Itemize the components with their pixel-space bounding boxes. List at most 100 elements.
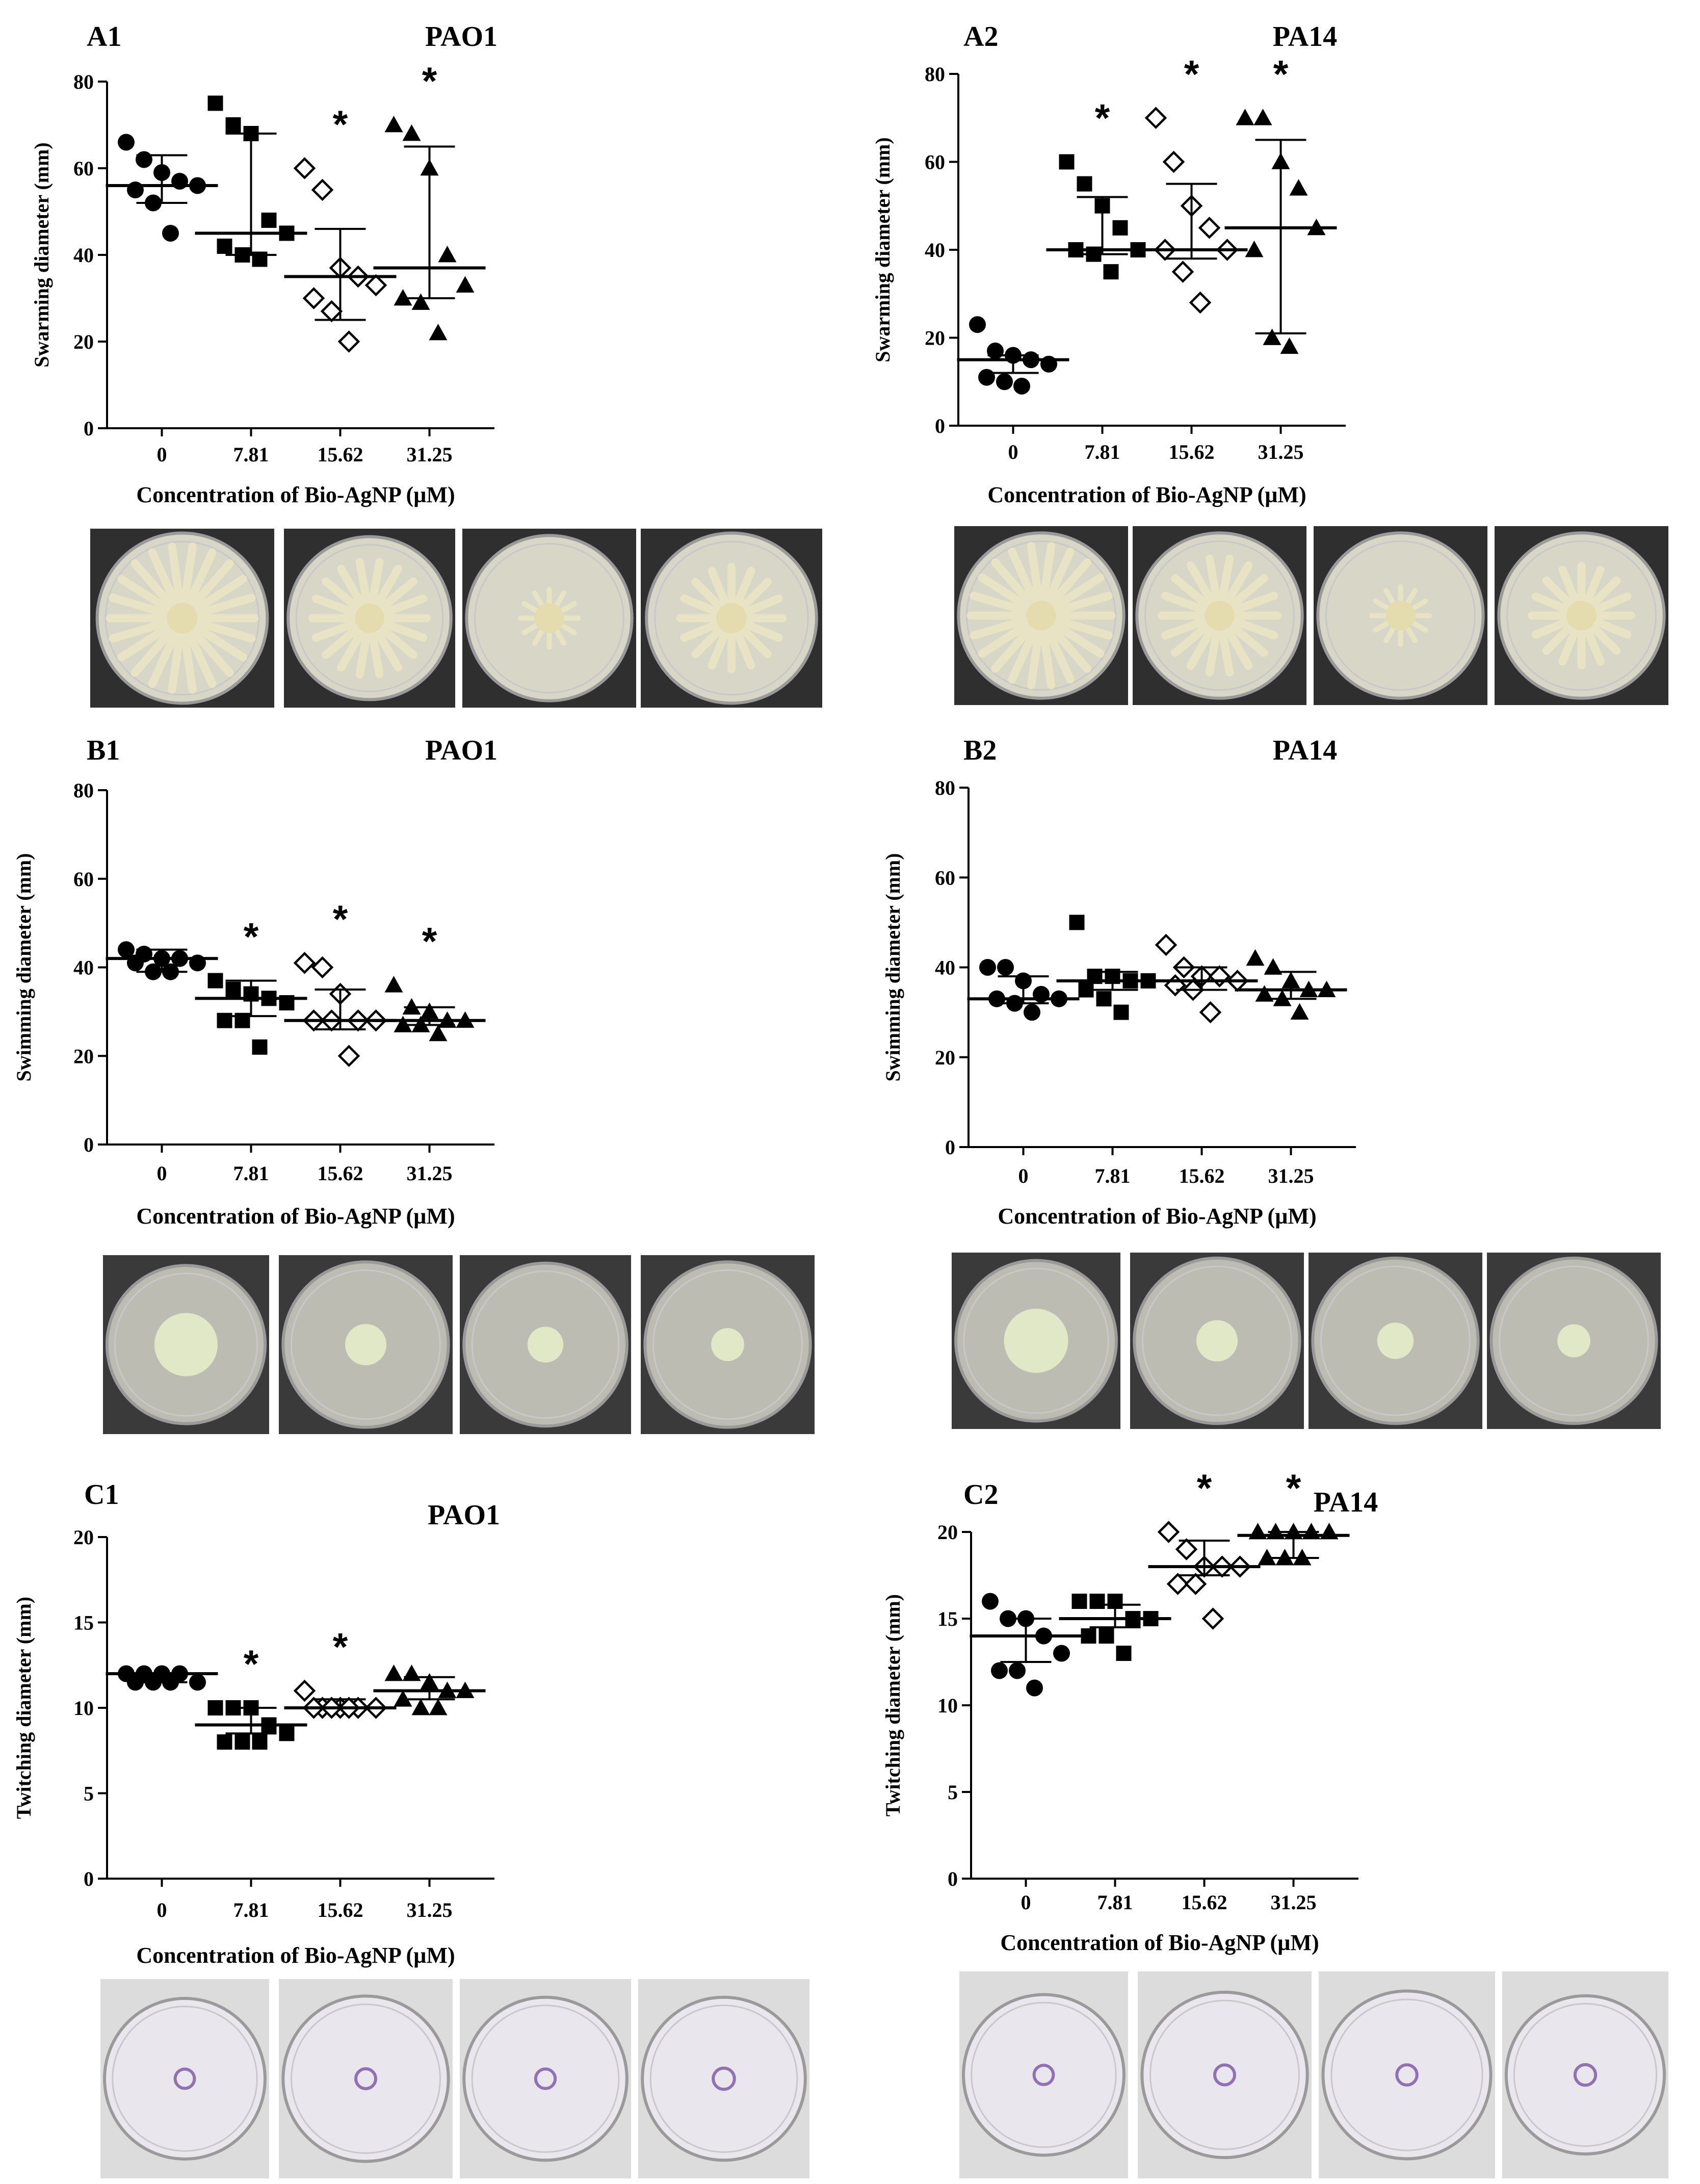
petri-rim: [1149, 1999, 1300, 2150]
data-point: [1116, 1646, 1132, 1661]
data-point: [429, 324, 448, 341]
data-point: [1009, 1662, 1026, 1679]
data-point: [1289, 179, 1308, 196]
photo-plate-15.62: [1306, 1251, 1484, 1431]
chart-title: PA14: [1273, 735, 1338, 766]
photo-plate-0: [952, 524, 1130, 707]
data-point: [311, 956, 334, 979]
data-point: [1069, 915, 1085, 930]
significance-star: *: [244, 1643, 259, 1686]
y-tick-label: 20: [937, 1521, 958, 1544]
x-tick-label: 0: [157, 443, 167, 466]
data-point: [384, 1665, 403, 1681]
photo-plate-7.81: [277, 1977, 455, 2180]
photo-plate-31.25: [1485, 1251, 1663, 1431]
petri-rim: [471, 1270, 620, 1419]
data-point: [1201, 1607, 1224, 1630]
photo-plate-7.81: [277, 1253, 455, 1436]
petri-rim: [649, 2005, 798, 2153]
swarm-center: [1385, 601, 1416, 631]
data-point: [279, 1726, 295, 1741]
x-tick-label: 15.62: [1179, 1164, 1225, 1187]
swarm-center: [534, 603, 564, 633]
data-point: [252, 1039, 268, 1055]
petri-rim: [104, 540, 260, 696]
petri-rim: [471, 2005, 620, 2153]
chart-title: PA14: [1314, 1487, 1378, 1518]
photo-plate-0: [101, 1253, 271, 1436]
swim-zone: [345, 1323, 387, 1366]
data-point: [1198, 217, 1221, 239]
x-tick-label: 15.62: [1182, 1891, 1227, 1914]
data-point: [997, 959, 1014, 976]
data-point: [1162, 150, 1185, 173]
twitch-stain: [1395, 2063, 1419, 2087]
photo-plate-0: [950, 1251, 1122, 1431]
data-point: [337, 330, 360, 353]
data-point: [225, 981, 241, 997]
data-point: [1081, 1628, 1096, 1644]
data-point: [1155, 933, 1178, 956]
petri-rim: [291, 1269, 441, 1420]
data-point: [1144, 107, 1167, 129]
chart-title: PAO1: [425, 735, 498, 766]
data-point: [1171, 261, 1194, 283]
petri-rim: [1325, 540, 1476, 691]
swim-zone: [154, 1313, 218, 1376]
data-point: [127, 1674, 144, 1691]
chart-panel-b1: B1 PAO1 0 20 40 60 80 Swimming diameter (mm) 0 7.…: [12, 735, 817, 1436]
swim-zone: [1196, 1320, 1238, 1362]
photo-plate-31.25: [1493, 524, 1670, 707]
x-axis-label: Concentration of Bio-AgNP (µM): [987, 482, 1306, 507]
petri-rim: [295, 544, 444, 692]
data-point: [127, 181, 144, 198]
data-point: [293, 157, 316, 179]
data-point: [311, 178, 334, 201]
data-point: [1246, 949, 1265, 966]
data-point: [234, 1734, 250, 1750]
panel-label: A1: [87, 21, 121, 53]
significance-star: *: [333, 1626, 348, 1669]
data-point: [991, 1662, 1008, 1679]
x-tick-label: 15.62: [318, 1162, 363, 1185]
y-tick-label: 80: [73, 779, 94, 802]
data-point: [1236, 109, 1254, 125]
petri-rim: [114, 1272, 258, 1417]
data-point: [252, 1734, 268, 1750]
y-tick-label: 5: [84, 1782, 94, 1805]
y-axis-label: Swarming diameter (mm): [871, 137, 894, 362]
petri-rim: [112, 2006, 258, 2152]
y-tick-label: 20: [73, 1526, 94, 1549]
photo-plate-15.62: [458, 1253, 633, 1436]
data-point: [402, 1665, 421, 1681]
data-point: [1103, 264, 1119, 280]
swarm-center: [1026, 601, 1056, 631]
x-tick-label: 31.25: [407, 1899, 453, 1921]
chart-title: PAO1: [425, 21, 498, 53]
data-point: [1099, 1628, 1114, 1644]
panel-label: C1: [84, 1479, 119, 1511]
swarm-center: [355, 603, 384, 633]
y-axis-label: Swimming diameter (mm): [881, 853, 904, 1081]
data-point: [118, 941, 135, 958]
y-tick-label: 10: [73, 1697, 94, 1720]
x-tick-label: 31.25: [1258, 440, 1304, 463]
swim-zone: [1004, 1309, 1068, 1373]
data-point: [1189, 291, 1212, 314]
x-tick-label: 31.25: [407, 1162, 453, 1185]
y-axis-label: Swimming diameter (mm): [12, 853, 35, 1081]
y-tick-label: 40: [73, 244, 94, 267]
y-tick-label: 60: [73, 868, 94, 891]
data-point: [411, 293, 430, 310]
data-point: [1096, 991, 1112, 1007]
petri-dish: [1140, 1990, 1309, 2160]
data-point: [1059, 154, 1075, 170]
data-point: [302, 287, 325, 309]
significance-star: *: [422, 920, 437, 963]
data-point: [1077, 176, 1092, 192]
photo-plate-7.81: [1136, 1969, 1314, 2180]
petri-rim: [1320, 1265, 1471, 1416]
data-point: [207, 973, 223, 989]
petri-dish: [962, 1993, 1126, 2157]
x-tick-label: 31.25: [1268, 1164, 1314, 1187]
